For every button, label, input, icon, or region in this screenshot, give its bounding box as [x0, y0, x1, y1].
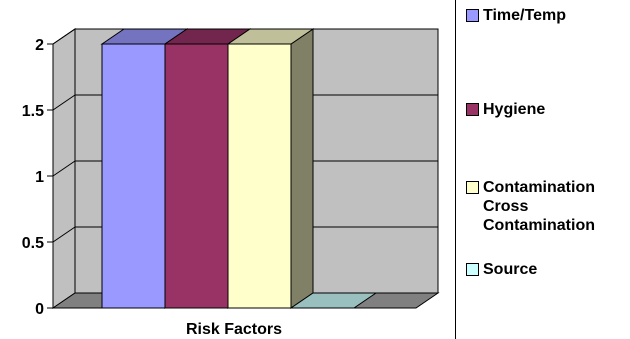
bar-front [227, 43, 292, 309]
gridline-side [52, 160, 76, 177]
legend-swatch [466, 9, 479, 22]
bar-front [101, 43, 166, 309]
y-tick-label: 1 [35, 169, 44, 186]
legend-swatch [466, 263, 479, 276]
legend-label: Time/Temp [483, 7, 566, 24]
bar-chart: 0 0.5 1 1.5 2 Risk Factors [22, 28, 440, 338]
y-tick-label: 0 [35, 301, 44, 318]
y-tick-label: 0.5 [22, 235, 44, 252]
gridline-side [52, 28, 76, 45]
legend-label: Contamination Cross Contamination [483, 179, 595, 234]
y-axis-ticks: 0 0.5 1 1.5 2 [22, 37, 53, 318]
x-axis-title: Risk Factors [186, 321, 282, 338]
legend-label: Hygiene [483, 101, 546, 118]
gridline-side [52, 226, 76, 243]
legend-swatch [466, 103, 479, 116]
y-tick-label: 1.5 [22, 103, 44, 120]
bar-4 [289, 292, 378, 309]
legend: Time/Temp Hygiene Contamination Cross Cont… [455, 0, 630, 339]
bar-3 [226, 28, 315, 309]
bar-top [226, 28, 315, 45]
y-tick-label: 2 [35, 37, 44, 54]
bar-front [164, 43, 229, 309]
bar-top [289, 292, 378, 309]
gridline-side [52, 94, 76, 111]
legend-item: Contamination Cross Contamination [466, 178, 630, 235]
legend-item: Source [466, 260, 537, 279]
legend-item: Time/Temp [466, 6, 566, 25]
legend-label: Source [483, 261, 538, 278]
legend-swatch [466, 181, 479, 194]
bars [100, 28, 378, 309]
legend-item: Hygiene [466, 100, 545, 119]
bar-side [290, 28, 314, 309]
